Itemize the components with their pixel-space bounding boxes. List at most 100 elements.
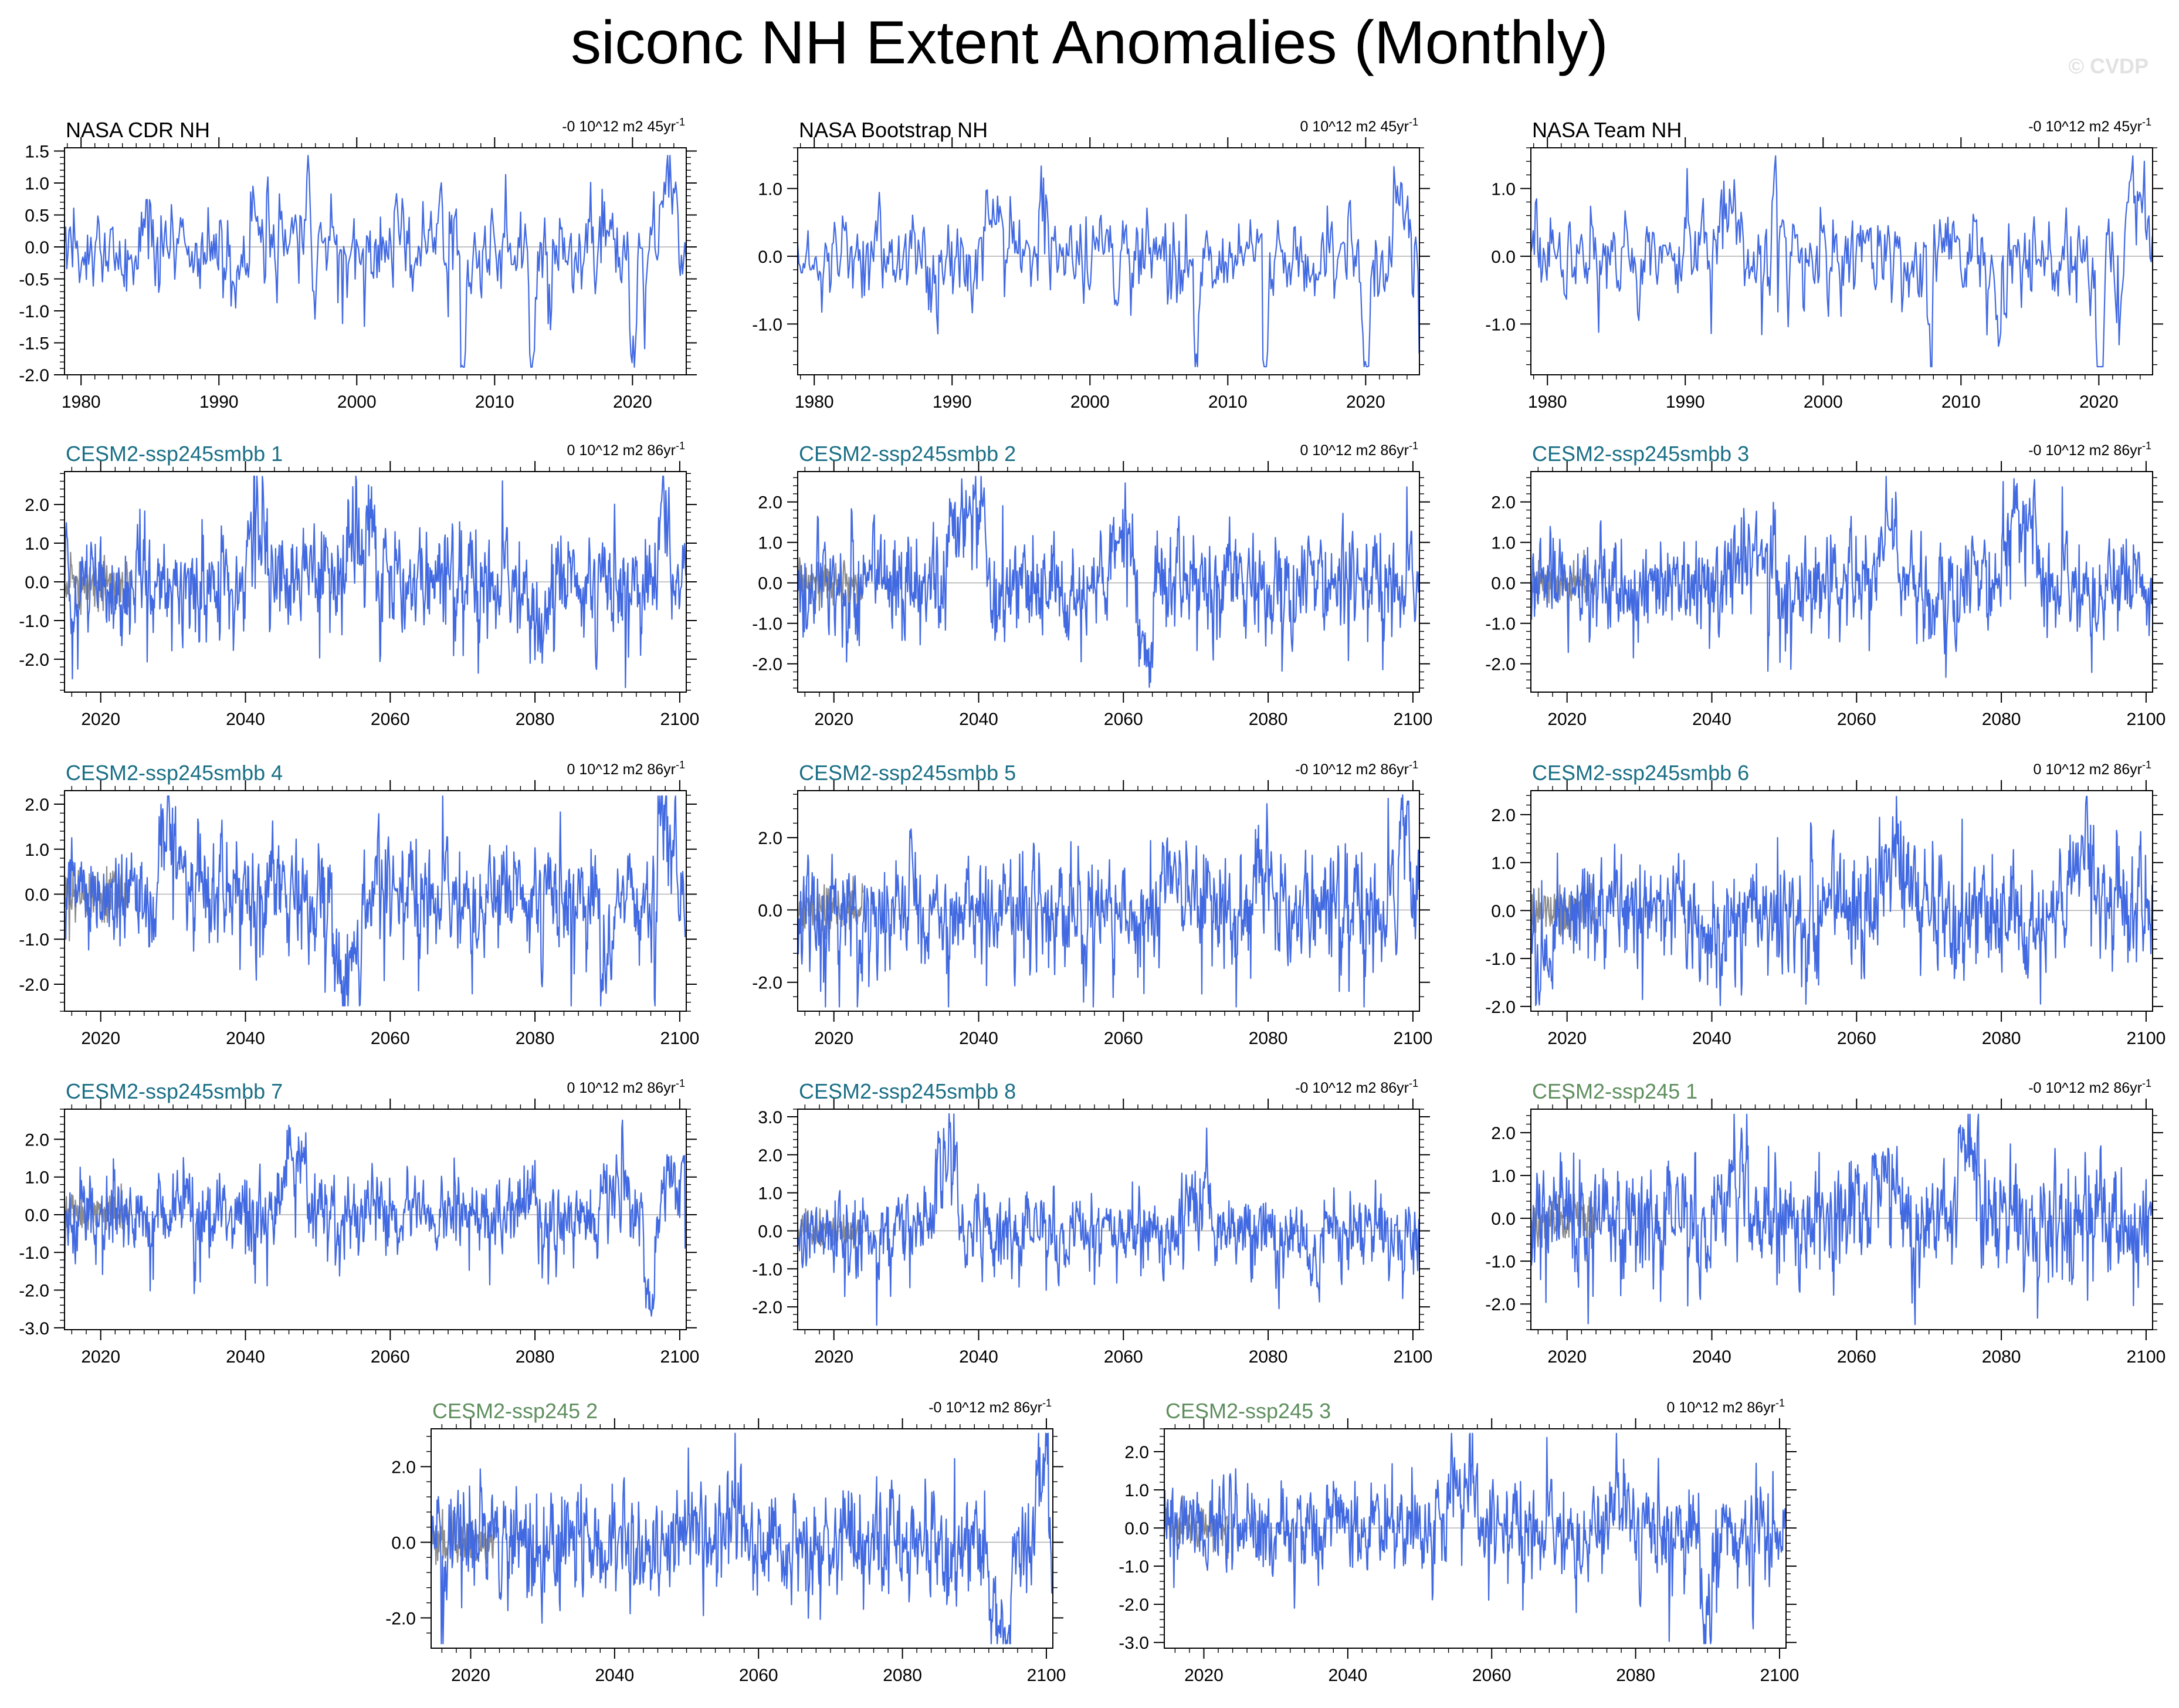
y-tick-label: -3.0 (1119, 1634, 1149, 1653)
trend-value: 0 10^12 m2 86yr (567, 761, 676, 778)
x-tick-label: 2100 (2127, 1029, 2166, 1048)
trend-annotation: -0 10^12 m2 45yr-1 (562, 116, 685, 135)
anomaly-series-line (797, 794, 1420, 1008)
y-tick-label: 0.0 (25, 573, 49, 592)
x-tick-label: 2100 (2127, 710, 2166, 729)
trend-exponent: -1 (2142, 759, 2151, 771)
y-tick-label: 2.0 (25, 1130, 49, 1150)
x-tick-label: 2010 (1208, 392, 1248, 412)
y-tick-label: -1.0 (1485, 950, 1516, 969)
y-tick-label: 2.0 (25, 496, 49, 515)
panel-title: NASA Team NH (1532, 118, 1682, 142)
trend-annotation: 0 10^12 m2 45yr-1 (1300, 116, 1418, 135)
y-tick-label: -1.0 (1485, 615, 1516, 634)
trend-value: 0 10^12 m2 86yr (567, 1080, 676, 1096)
trend-value: 0 10^12 m2 86yr (1667, 1399, 1775, 1416)
trend-annotation: 0 10^12 m2 86yr-1 (567, 759, 685, 778)
x-tick-label: 2020 (814, 1347, 853, 1367)
y-tick-label: 0.0 (1124, 1519, 1149, 1538)
y-tick-label: 2.0 (1124, 1443, 1149, 1462)
y-tick-label: -2.0 (1485, 998, 1516, 1017)
y-tick-label: 2.0 (758, 829, 782, 848)
x-tick-label: 1990 (933, 392, 972, 412)
trend-annotation: -0 10^12 m2 86yr-1 (1295, 1077, 1418, 1096)
y-tick-label: -1.0 (19, 302, 49, 321)
x-tick-label: 2020 (814, 710, 853, 729)
y-tick-label: 1.5 (25, 142, 49, 161)
x-tick-label: 2040 (959, 1029, 998, 1048)
y-tick-label: -2.0 (19, 366, 49, 385)
trend-value: 0 10^12 m2 86yr (567, 442, 676, 459)
anomaly-series-line (63, 475, 687, 689)
x-tick-label: 2040 (226, 1029, 265, 1048)
x-tick-label: 2080 (1982, 1029, 2021, 1048)
x-tick-label: 2060 (1837, 1347, 1876, 1367)
x-tick-label: 1980 (795, 392, 834, 412)
x-tick-label: 2000 (1804, 392, 1843, 412)
x-tick-label: 2100 (1760, 1666, 1800, 1685)
y-tick-label: 1.0 (25, 1168, 49, 1188)
x-tick-label: 2020 (1184, 1666, 1224, 1685)
x-tick-label: 2020 (81, 1347, 120, 1367)
anomaly-series-line (1530, 476, 2153, 678)
panel-title: CESM2-ssp245 2 (432, 1399, 598, 1423)
trend-value: -0 10^12 m2 86yr (2028, 442, 2142, 459)
trend-value: 0 10^12 m2 86yr (1300, 442, 1409, 459)
panel-nasa-bootstrap-nh: NASA Bootstrap NH 0 10^12 m2 45yr-1 -1.0 0.… (752, 116, 1430, 412)
x-tick-label: 1980 (62, 392, 101, 412)
y-tick-label: -1.0 (19, 612, 49, 631)
x-tick-label: 2080 (1249, 710, 1288, 729)
y-tick-label: 0.0 (758, 901, 782, 920)
y-tick-label: 1.0 (1491, 1167, 1516, 1186)
x-tick-label: 2040 (1692, 710, 1731, 729)
trend-exponent: -1 (1042, 1397, 1052, 1409)
panel-cesm2-ssp245smbb-6: CESM2-ssp245smbb 6 0 10^12 m2 86yr-1 -2.0 -… (1485, 759, 2166, 1048)
panel-cesm2-ssp245smbb-2: CESM2-ssp245smbb 2 0 10^12 m2 86yr-1 -2.0 -… (752, 440, 1432, 729)
x-tick-label: 2100 (660, 1029, 700, 1048)
x-tick-label: 2040 (959, 1347, 998, 1367)
anomaly-series-line (63, 1119, 687, 1317)
y-tick-label: 2.0 (1491, 1124, 1516, 1143)
y-tick-label: 1.0 (25, 841, 49, 860)
y-tick-label: 2.0 (1491, 493, 1516, 513)
panel-cesm2-ssp245smbb-7: CESM2-ssp245smbb 7 0 10^12 m2 86yr-1 -3.0 -… (19, 1077, 699, 1367)
panel-cesm2-ssp245-2: CESM2-ssp245 2 -0 10^12 m2 86yr-1 -2.0 0.0 2… (385, 1397, 1066, 1685)
x-tick-label: 2060 (1104, 1029, 1143, 1048)
y-tick-label: 0.0 (25, 238, 49, 257)
trend-value: 0 10^12 m2 45yr (1300, 118, 1409, 135)
x-tick-label: 2080 (883, 1666, 922, 1685)
y-tick-label: 0.5 (25, 206, 49, 225)
y-tick-label: 0.0 (25, 885, 49, 904)
y-tick-label: -2.0 (19, 975, 49, 995)
panel-cesm2-ssp245smbb-4: CESM2-ssp245smbb 4 0 10^12 m2 86yr-1 -2.0 -… (19, 759, 699, 1048)
panel-title: CESM2-ssp245 3 (1165, 1399, 1331, 1423)
trend-value: -0 10^12 m2 86yr (928, 1399, 1042, 1416)
y-tick-label: 0.0 (1491, 1209, 1516, 1229)
x-tick-label: 2040 (1692, 1347, 1731, 1367)
x-tick-label: 2080 (516, 710, 555, 729)
x-tick-label: 2100 (660, 710, 700, 729)
x-tick-label: 2080 (1249, 1347, 1288, 1367)
x-tick-label: 2010 (1941, 392, 1981, 412)
trend-annotation: -0 10^12 m2 86yr-1 (928, 1397, 1052, 1416)
anomaly-series-line (1530, 1113, 2153, 1326)
y-tick-label: 1.0 (758, 534, 782, 553)
panel-title: CESM2-ssp245smbb 8 (799, 1079, 1016, 1103)
y-tick-label: -1.0 (752, 315, 782, 334)
anomaly-series-line (63, 795, 687, 1006)
trend-exponent: -1 (1409, 440, 1418, 452)
y-tick-label: 1.0 (1491, 179, 1516, 199)
y-tick-label: 1.0 (25, 534, 49, 554)
trend-annotation: 0 10^12 m2 86yr-1 (1667, 1397, 1785, 1416)
y-tick-label: 2.0 (758, 493, 782, 513)
x-tick-label: 2060 (371, 710, 410, 729)
y-tick-label: -1.0 (1485, 315, 1516, 334)
x-tick-label: 2080 (1982, 710, 2021, 729)
y-tick-label: 3.0 (758, 1108, 782, 1127)
anomaly-series-line (797, 165, 1420, 368)
y-tick-label: -2.0 (19, 650, 49, 670)
y-tick-label: 1.0 (1491, 854, 1516, 873)
x-tick-label: 2040 (595, 1666, 634, 1685)
trend-annotation: -0 10^12 m2 45yr-1 (2028, 116, 2151, 135)
